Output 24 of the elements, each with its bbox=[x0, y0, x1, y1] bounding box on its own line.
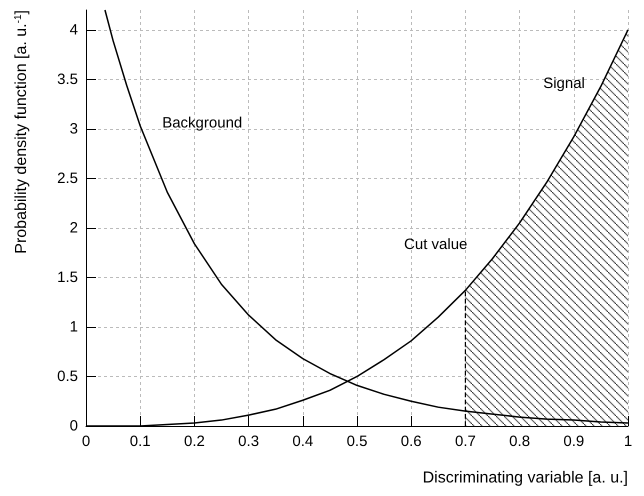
y-tick-label: 1 bbox=[70, 318, 78, 336]
x-tick-label: 0.1 bbox=[130, 433, 151, 450]
ref-line-label: Cut value bbox=[404, 236, 468, 253]
x-tick-label: 0.2 bbox=[184, 433, 205, 450]
series-label: Signal bbox=[543, 74, 585, 92]
series-label: Background bbox=[162, 114, 242, 132]
x-tick-label: 0.4 bbox=[292, 433, 314, 450]
y-tick-label: 3 bbox=[70, 120, 78, 138]
x-tick-label: 0.6 bbox=[400, 433, 422, 450]
y-tick-label: 0.5 bbox=[57, 368, 78, 385]
x-tick-label: 0.8 bbox=[509, 433, 530, 450]
y-tick-label: 1.5 bbox=[57, 268, 78, 286]
y-tick-label: 0 bbox=[70, 418, 78, 434]
y-tick-label: 4 bbox=[70, 21, 78, 38]
x-tick-label: 0.7 bbox=[454, 433, 476, 450]
y-tick-label: 2 bbox=[70, 219, 78, 236]
x-tick-label: 0.3 bbox=[238, 433, 260, 450]
x-tick-label: 0.5 bbox=[346, 433, 368, 450]
x-tick-label: 1 bbox=[624, 433, 632, 450]
x-tick-label: 0 bbox=[82, 433, 90, 450]
x-tick-label: 0.9 bbox=[563, 433, 584, 450]
y-tick-label: 2.5 bbox=[57, 170, 78, 187]
x-axis-title: Discriminating variable [a. u.] bbox=[422, 470, 628, 486]
y-tick-label: 3.5 bbox=[57, 70, 78, 88]
